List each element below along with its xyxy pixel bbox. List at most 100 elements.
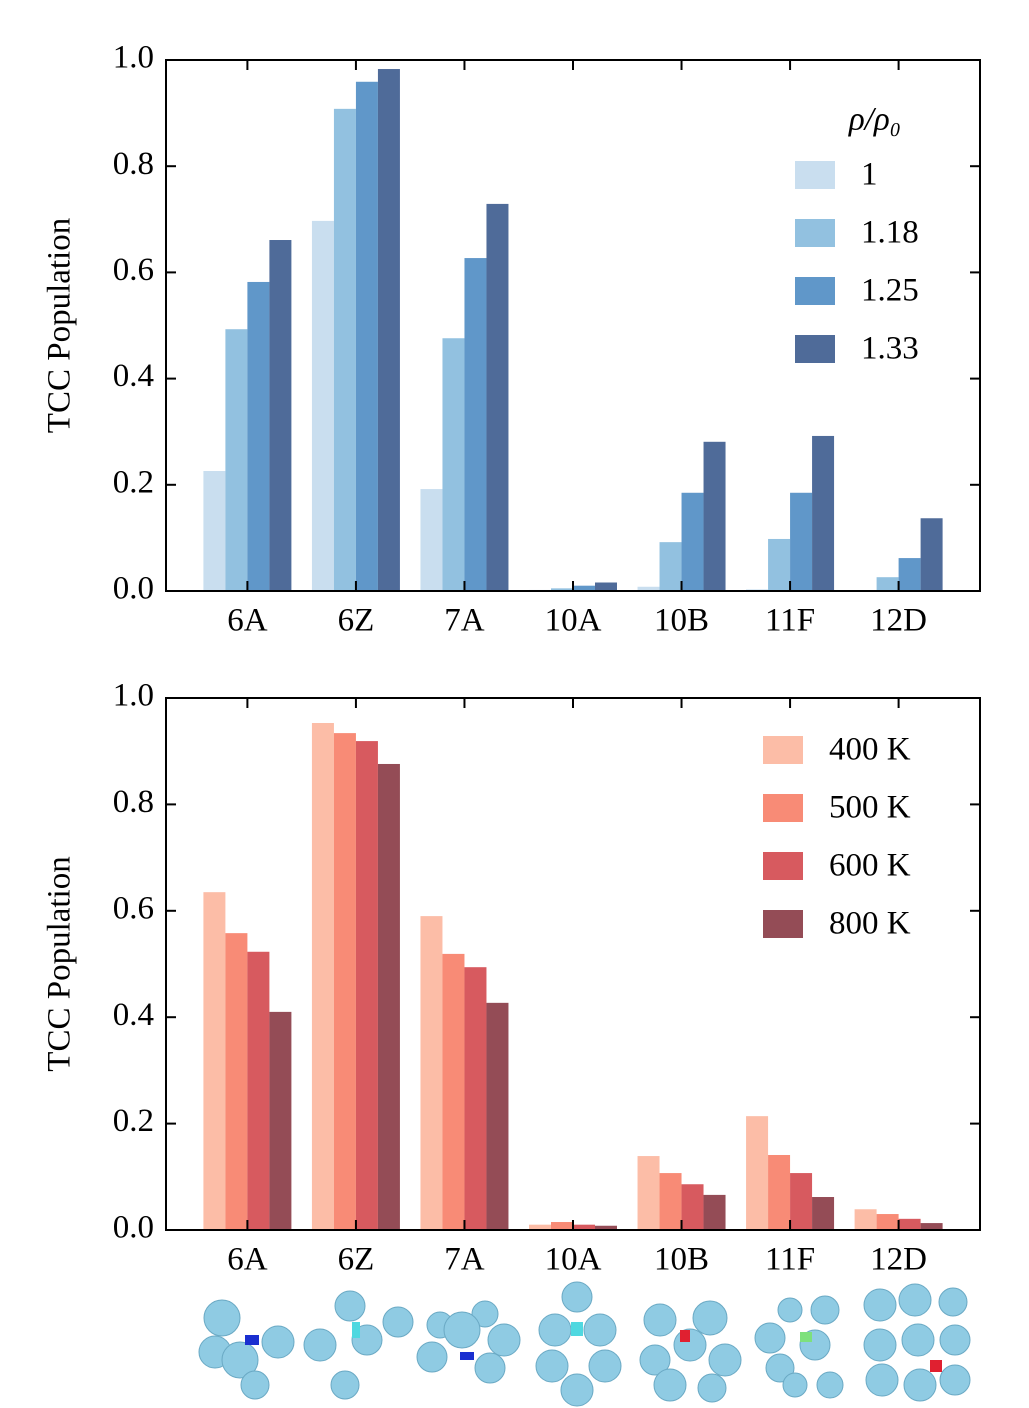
y-tick-label: 0.8 (113, 784, 154, 820)
bar (420, 916, 443, 1230)
legend-swatch (763, 794, 803, 822)
y-axis-label: TCC Population (42, 856, 78, 1071)
cluster-11f (754, 1295, 844, 1399)
bar (876, 577, 899, 591)
bar (333, 733, 356, 1230)
cluster-icons (198, 1281, 971, 1407)
y-tick-label: 0.6 (113, 252, 154, 288)
y-tick-label: 0.2 (113, 464, 154, 500)
bar (486, 1002, 509, 1230)
bar (247, 281, 270, 591)
legend-label: 1 (861, 157, 878, 193)
bar (225, 329, 248, 591)
x-tick-label: 6Z (338, 1242, 375, 1278)
legend-label: 400 K (829, 732, 911, 768)
legend-swatch (763, 852, 803, 880)
y-tick-label: 1.0 (113, 678, 154, 714)
legend-swatch (795, 335, 835, 363)
y-tick-label: 0.6 (113, 890, 154, 926)
bar (464, 258, 487, 591)
x-tick-label: 10A (545, 603, 602, 639)
bar (333, 108, 356, 592)
bar (703, 441, 726, 591)
bar (573, 585, 595, 591)
bar (464, 967, 487, 1230)
bar (442, 953, 465, 1230)
bar (486, 203, 509, 591)
axes-frame (165, 697, 981, 1231)
x-tick-label: 6A (227, 603, 268, 639)
legend-swatch (763, 736, 803, 764)
legend-title: ρ/ρ₀ (848, 102, 901, 138)
bar (659, 1173, 682, 1230)
y-tick-label: 0.4 (113, 358, 154, 394)
bar (442, 338, 465, 591)
x-tick-label: 10B (654, 1242, 709, 1278)
bar (898, 1218, 921, 1230)
bar (854, 1209, 877, 1230)
cluster-10a (535, 1281, 622, 1407)
bar (595, 1225, 617, 1230)
bar (812, 1197, 835, 1230)
axes-frame (165, 59, 981, 592)
bar (681, 1184, 704, 1230)
bar (269, 1011, 292, 1230)
y-tick-label: 0.0 (113, 1210, 154, 1246)
y-axis-label: TCC Population (42, 218, 78, 433)
y-tick-label: 0.4 (113, 997, 154, 1033)
bar (311, 723, 334, 1230)
y-tick-label: 0.2 (113, 1103, 154, 1139)
cluster-12d (863, 1283, 971, 1402)
legend-label: 800 K (829, 906, 911, 942)
legend-label: 1.18 (861, 215, 919, 251)
bar (551, 1222, 573, 1230)
x-tick-label: 11F (765, 603, 815, 639)
bar (790, 492, 813, 591)
bar (920, 518, 943, 591)
bar (355, 81, 378, 592)
x-tick-label: 6Z (338, 603, 375, 639)
y-tick-label: 0.8 (113, 146, 154, 182)
legend-label: 600 K (829, 848, 911, 884)
bar (269, 240, 292, 591)
legend-swatch (795, 277, 835, 305)
cluster-10b (639, 1300, 742, 1403)
legend-swatch (763, 910, 803, 938)
y-tick-label: 1.0 (113, 40, 154, 76)
x-tick-label: 7A (444, 1242, 485, 1278)
bar (637, 1156, 660, 1230)
legend-swatch (795, 219, 835, 247)
bar (225, 933, 248, 1230)
legend-label: 500 K (829, 790, 911, 826)
y-tick-label: 0.0 (113, 571, 154, 607)
bar (637, 586, 660, 591)
bar (355, 741, 378, 1230)
x-tick-label: 12D (870, 1242, 927, 1278)
bar (420, 489, 443, 591)
cluster-6z (303, 1290, 414, 1400)
legend-label: 1.33 (861, 331, 919, 367)
bar (595, 582, 617, 591)
legend-swatch (795, 161, 835, 189)
cluster-6a (198, 1299, 295, 1400)
bar (703, 1194, 726, 1230)
bar (659, 542, 682, 591)
bar (768, 1154, 791, 1230)
bar (203, 470, 226, 591)
bar (377, 763, 400, 1230)
legend-label: 1.25 (861, 273, 919, 309)
bar (311, 220, 334, 591)
bar (746, 1116, 769, 1230)
x-tick-label: 11F (765, 1242, 815, 1278)
bar (681, 492, 704, 591)
bar (812, 435, 835, 591)
bar (876, 1214, 899, 1230)
x-tick-label: 10B (654, 603, 709, 639)
x-tick-label: 12D (870, 603, 927, 639)
bar (551, 588, 573, 591)
x-tick-label: 7A (444, 603, 485, 639)
bar (768, 538, 791, 591)
x-tick-label: 6A (227, 1242, 268, 1278)
bar (920, 1223, 943, 1230)
